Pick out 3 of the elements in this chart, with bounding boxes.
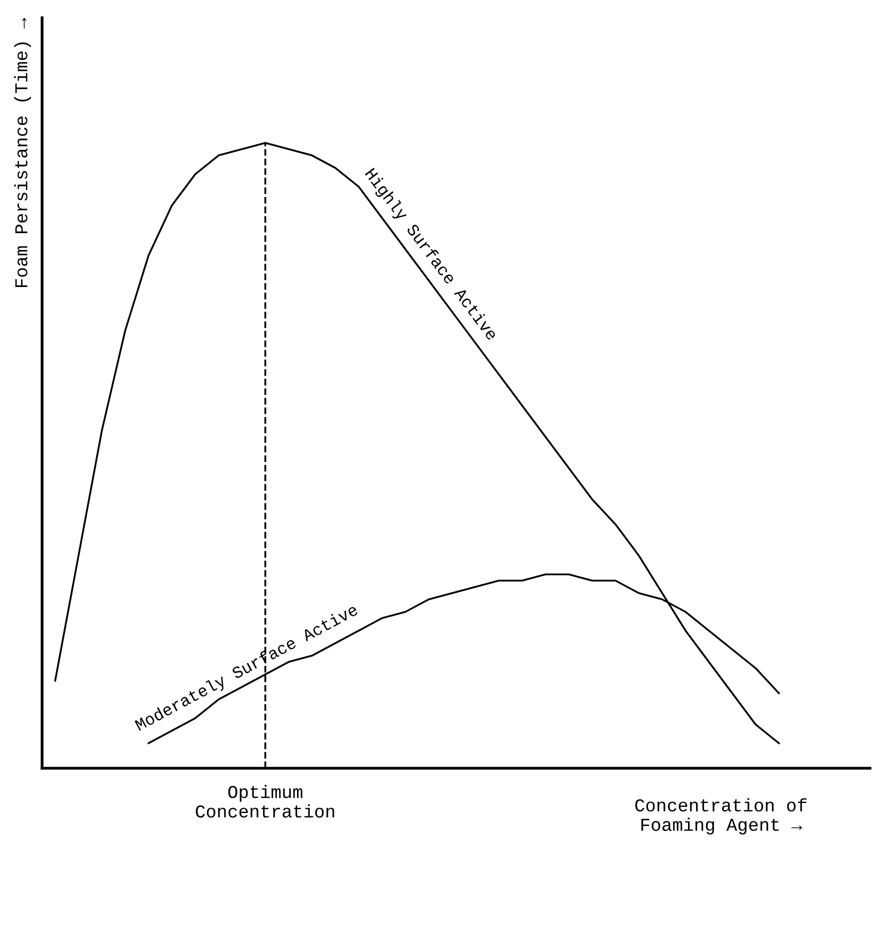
text: Optimum Concentration [196, 784, 334, 818]
y-axis-title: Foam Persistance (Time) → [14, 18, 31, 288]
x-axis-title: Concentration of Foaming Agent → [635, 798, 806, 835]
